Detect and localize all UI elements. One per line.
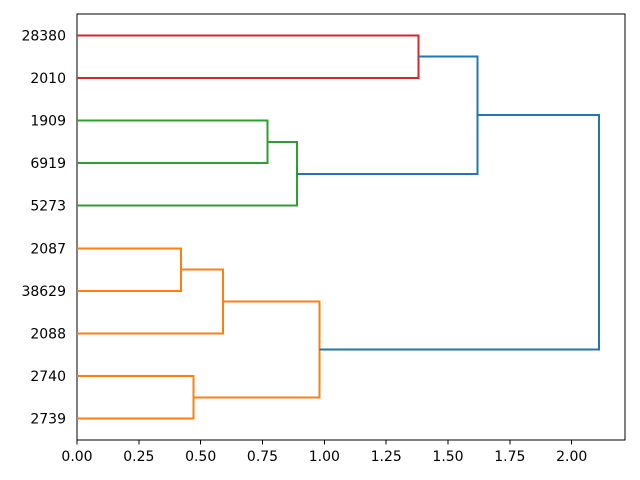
x-tick-label: 1.50 xyxy=(432,449,463,465)
x-tick-label: 1.75 xyxy=(494,449,525,465)
leaf-label-1909: 1909 xyxy=(30,114,66,130)
axes-frame xyxy=(76,13,626,441)
dendrogram-link-merge-red-green xyxy=(297,55,479,175)
leaf-label-28380: 28380 xyxy=(21,28,66,44)
dendrogram-link-merge-28380-2010 xyxy=(77,34,420,79)
dendrogram-link-merge-green-5273 xyxy=(77,140,299,207)
leaf-label-6919: 6919 xyxy=(30,156,66,172)
dendrogram-link-merge-root xyxy=(319,114,600,351)
dendrogram-link-merge-2087-38629 xyxy=(77,247,182,292)
dendrogram-link-merge-1909-6919 xyxy=(77,119,269,165)
leaf-label-5273: 5273 xyxy=(30,199,66,215)
leaf-label-2010: 2010 xyxy=(30,71,66,87)
leaf-label-2740: 2740 xyxy=(30,369,66,385)
x-tick-label: 1.25 xyxy=(371,449,402,465)
dendrogram-link-merge-orangeA-2088 xyxy=(77,268,224,335)
x-tick-label: 0.25 xyxy=(123,449,154,465)
x-tick-label: 0.00 xyxy=(61,449,92,465)
x-tick-label: 0.75 xyxy=(247,449,278,465)
x-tick-label: 2.00 xyxy=(556,449,587,465)
leaf-label-2087: 2087 xyxy=(30,241,66,257)
leaf-label-38629: 38629 xyxy=(21,284,66,300)
leaf-label-2739: 2739 xyxy=(30,412,66,428)
x-tick-label: 0.50 xyxy=(185,449,216,465)
leaf-label-2088: 2088 xyxy=(30,327,66,343)
dendrogram-link-merge-2740-2739 xyxy=(77,375,195,420)
dendrogram-link-merge-orangeB-orangeC xyxy=(193,300,321,399)
x-tick-label: 1.00 xyxy=(309,449,340,465)
